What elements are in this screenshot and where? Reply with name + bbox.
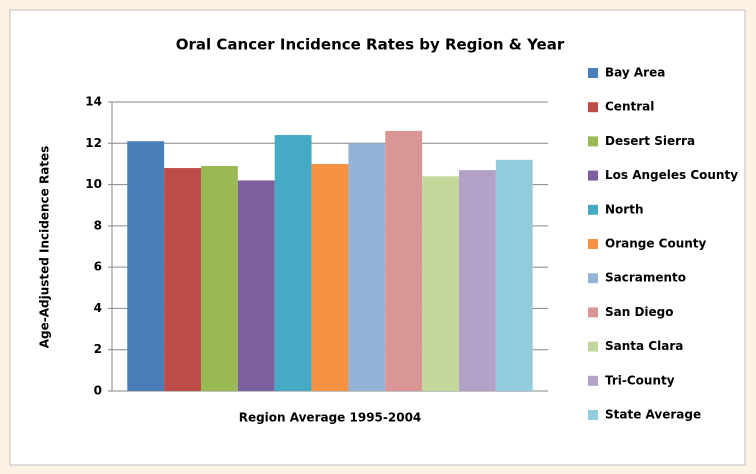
legend-label: Tri-County	[605, 373, 675, 387]
y-tick-label: 10	[85, 177, 102, 191]
legend-label: Sacramento	[605, 271, 686, 285]
legend-swatch	[588, 68, 598, 78]
y-axis-label: Age-Adjusted Incidence Rates	[38, 146, 52, 349]
bar	[237, 180, 275, 391]
chart-title: Oral Cancer Incidence Rates by Region & …	[176, 36, 565, 54]
y-tick-label: 2	[94, 342, 102, 356]
legend-label: Los Angeles County	[605, 168, 738, 182]
bar	[164, 168, 201, 391]
legend-swatch	[588, 102, 598, 113]
legend-label: North	[605, 202, 643, 216]
legend-label: Central	[605, 100, 654, 114]
legend-swatch	[588, 375, 598, 386]
bar	[200, 165, 238, 391]
x-tick-label: Region Average 1995-2004	[239, 411, 422, 425]
bar	[422, 176, 460, 391]
bar	[459, 170, 496, 391]
y-tick-label: 8	[94, 218, 102, 232]
legend-label: Desert Sierra	[605, 134, 695, 148]
legend-label: Bay Area	[605, 66, 665, 80]
bar	[385, 130, 423, 391]
legend-label: State Average	[605, 408, 701, 422]
legend-swatch	[588, 136, 598, 147]
legend-swatch	[588, 204, 598, 215]
y-tick-label: 6	[94, 260, 102, 274]
y-tick-label: 12	[85, 136, 102, 150]
legend-label: Santa Clara	[605, 339, 683, 353]
bar	[495, 159, 533, 391]
y-tick-label: 4	[94, 301, 102, 315]
bar	[127, 141, 165, 391]
legend-swatch	[588, 341, 598, 352]
legend-swatch	[588, 170, 598, 181]
y-tick-label: 14	[85, 95, 102, 109]
bar	[348, 143, 386, 391]
bar	[274, 135, 312, 391]
legend-swatch	[588, 307, 598, 318]
legend-swatch	[588, 239, 598, 249]
bar	[311, 163, 349, 391]
legend-label: San Diego	[605, 305, 674, 319]
legend-swatch	[588, 273, 598, 284]
legend-label: Orange County	[605, 237, 707, 251]
y-tick-label: 0	[94, 384, 102, 398]
legend-swatch	[588, 410, 598, 420]
